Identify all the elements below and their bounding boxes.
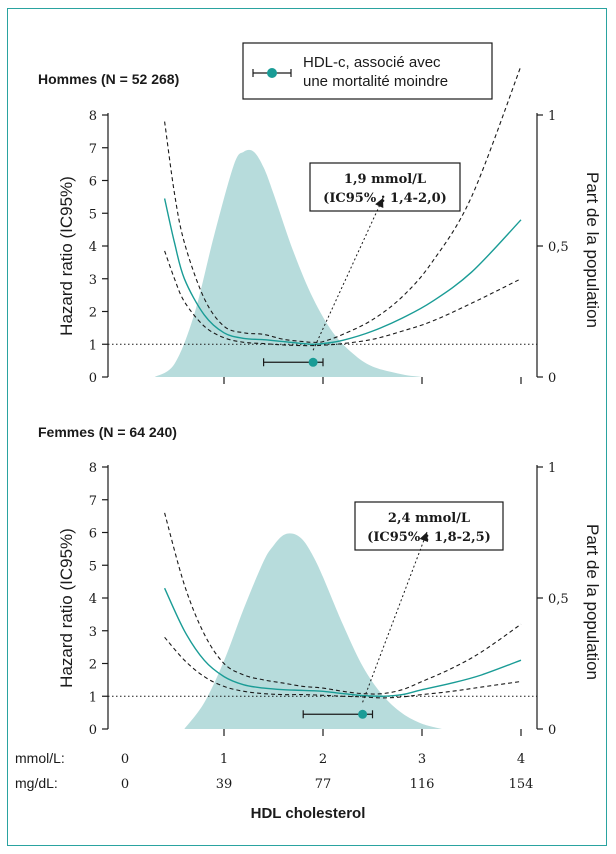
panel-hommes: Hommes (N = 52 268) 0 1 2 3 4 5 6 7 8 Hazard ratio… bbox=[38, 65, 602, 386]
y-left-tick-label: 7 bbox=[89, 494, 97, 509]
y-right-tick-label: 0 bbox=[548, 371, 556, 386]
y-left-tick-label: 1 bbox=[89, 338, 97, 353]
figure-frame bbox=[7, 8, 607, 846]
annotation-ci: (IC95% : 1,8-2,5) bbox=[367, 530, 491, 545]
legend-box bbox=[242, 42, 493, 100]
panel-title: Hommes (N = 52 268) bbox=[38, 71, 179, 87]
y-left-tick-label: 1 bbox=[89, 690, 97, 705]
annotation-value: 2,4 mmol/L bbox=[388, 511, 470, 526]
y-left-tick-label: 0 bbox=[89, 371, 97, 386]
y-left-tick-label: 5 bbox=[89, 207, 97, 222]
population-density-area bbox=[154, 149, 422, 377]
annotation-arrowhead bbox=[375, 198, 384, 209]
y-left-title: Hazard ratio (IC95%) bbox=[57, 528, 76, 688]
y-right-title: Part de la population bbox=[583, 172, 602, 328]
legend-marker bbox=[267, 68, 277, 78]
y-left-tick-label: 8 bbox=[89, 461, 97, 476]
x-axis-title: HDL cholesterol bbox=[251, 805, 366, 822]
y-left-tick-label: 3 bbox=[89, 625, 97, 640]
y-right-tick-label: 0,5 bbox=[548, 240, 569, 255]
x-tick-label-mgdl: 154 bbox=[509, 777, 534, 792]
optimum-marker bbox=[358, 709, 368, 719]
annotation-arrowhead bbox=[419, 532, 429, 543]
x-axis-labels: mmol/L: mg/dL: HDL cholesterol 0 1 2 3 4 0 39 7… bbox=[15, 750, 533, 822]
ci-bound-line bbox=[164, 636, 522, 699]
ci-bound-line bbox=[164, 250, 522, 347]
hazard-ratio-line bbox=[163, 587, 522, 698]
y-right-tick-label: 1 bbox=[548, 461, 556, 476]
panel-femmes: Femmes (N = 64 240) 0 1 2 3 4 5 6 7 8 Hazard ratio… bbox=[38, 424, 602, 738]
population-density-area bbox=[184, 533, 442, 729]
y-left-tick-label: 8 bbox=[89, 109, 97, 124]
optimum-marker bbox=[308, 357, 318, 367]
annotation-arrow bbox=[362, 531, 428, 703]
x-tick-label-mmol: 0 bbox=[121, 752, 129, 767]
y-left-tick-label: 6 bbox=[89, 527, 97, 542]
y-left-tick-label: 3 bbox=[89, 273, 97, 288]
y-left-tick-label: 5 bbox=[89, 559, 97, 574]
y-left-tick-label: 6 bbox=[89, 175, 97, 190]
panel-title: Femmes (N = 64 240) bbox=[38, 424, 177, 440]
legend-label-line2: une mortalité moindre bbox=[303, 73, 448, 90]
annotation-box bbox=[354, 501, 504, 551]
y-right-title: Part de la population bbox=[583, 524, 602, 680]
x-tick-label-mgdl: 77 bbox=[315, 777, 332, 792]
y-left-tick-label: 2 bbox=[89, 306, 97, 321]
legend: HDL-c, associé avec une mortalité moindr… bbox=[242, 42, 493, 100]
x-tick-label-mgdl: 116 bbox=[410, 777, 435, 792]
annotation-box bbox=[309, 162, 461, 212]
x-tick-label-mmol: 4 bbox=[517, 752, 525, 767]
legend-label-line1: HDL-c, associé avec bbox=[303, 54, 441, 71]
x-tick-label-mmol: 2 bbox=[319, 752, 327, 767]
y-left-tick-label: 0 bbox=[89, 723, 97, 738]
ci-bound-line bbox=[164, 65, 522, 343]
x-tick-label-mgdl: 0 bbox=[121, 777, 129, 792]
y-left-title: Hazard ratio (IC95%) bbox=[57, 176, 76, 336]
y-right-tick-label: 1 bbox=[548, 109, 556, 124]
annotation-value: 1,9 mmol/L bbox=[344, 172, 426, 187]
annotation-arrow bbox=[312, 197, 384, 351]
x-row-mgdl-label: mg/dL: bbox=[15, 775, 58, 791]
y-left-tick-label: 2 bbox=[89, 658, 97, 673]
y-right-tick-label: 0,5 bbox=[548, 592, 569, 607]
annotation-ci: (IC95% : 1,4-2,0) bbox=[323, 191, 447, 206]
x-row-mmol-label: mmol/L: bbox=[15, 750, 65, 766]
x-tick-label-mmol: 3 bbox=[418, 752, 426, 767]
x-tick-label-mmol: 1 bbox=[220, 752, 228, 767]
x-tick-label-mgdl: 39 bbox=[216, 777, 233, 792]
y-right-tick-label: 0 bbox=[548, 723, 556, 738]
hazard-ratio-line bbox=[163, 198, 522, 346]
y-left-tick-label: 7 bbox=[89, 142, 97, 157]
y-left-tick-label: 4 bbox=[89, 592, 97, 607]
y-left-tick-label: 4 bbox=[89, 240, 97, 255]
ci-bound-line bbox=[164, 512, 522, 695]
